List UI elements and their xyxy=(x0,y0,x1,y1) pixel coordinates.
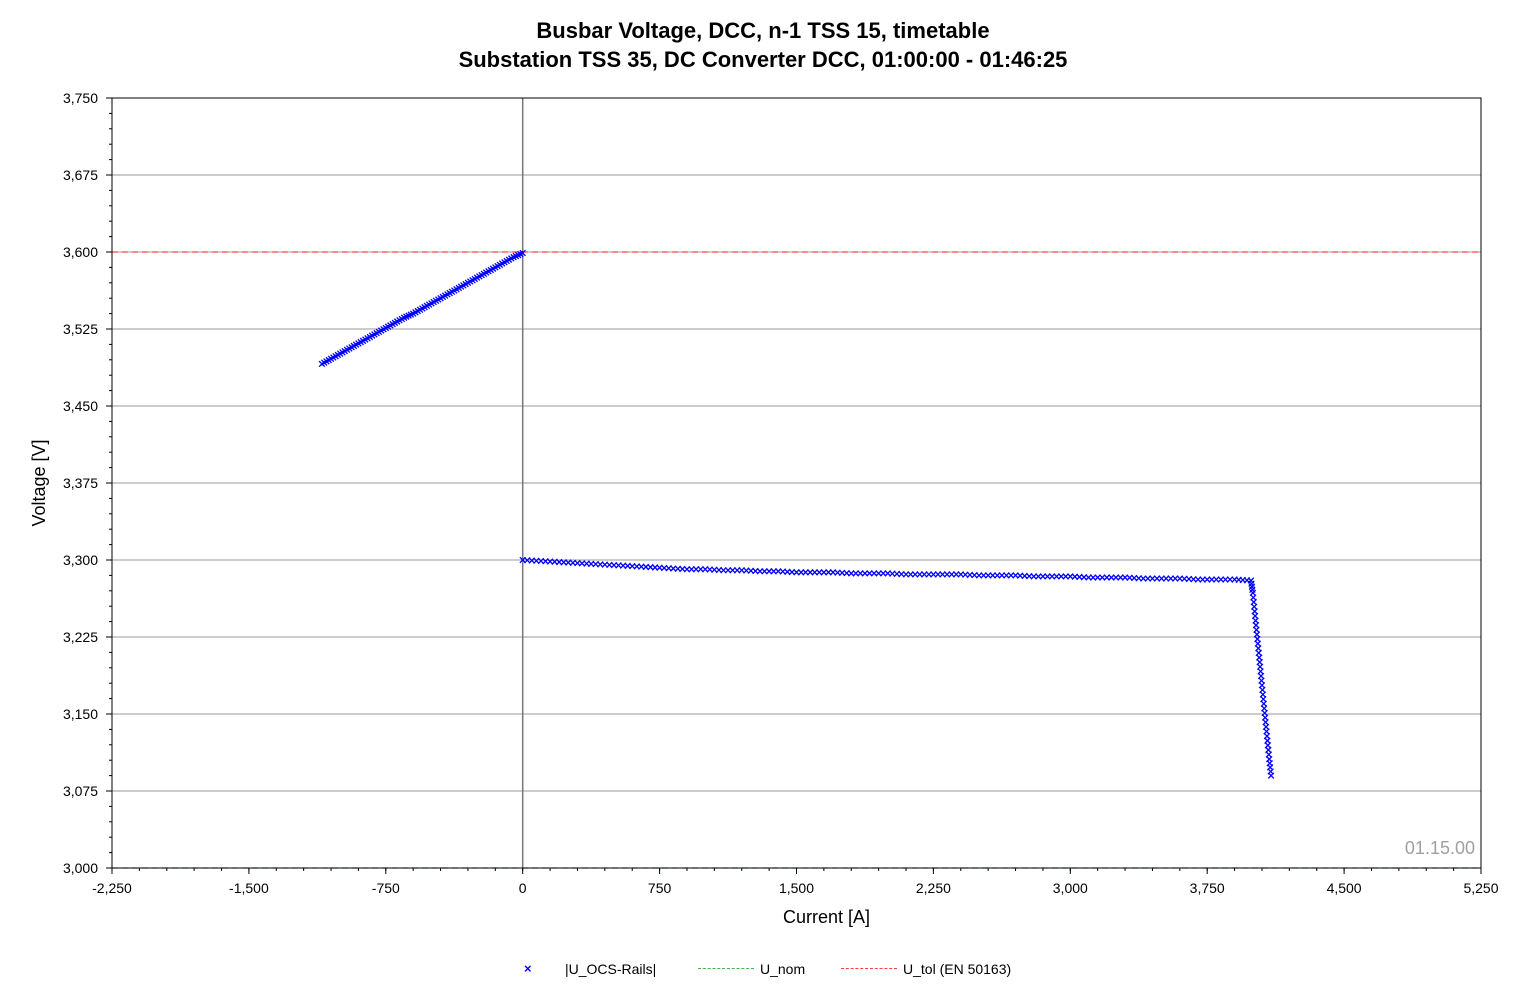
y-tick-label: 3,150 xyxy=(63,706,98,722)
x-tick-label: 750 xyxy=(648,880,672,896)
x-marker-stroke xyxy=(1267,772,1275,779)
x-marker-stroke xyxy=(1248,580,1255,587)
grid-layer xyxy=(112,98,1481,868)
y-tick-label: 3,225 xyxy=(63,629,98,645)
y-tick-label: 3,450 xyxy=(63,398,98,414)
x-tick-label: -750 xyxy=(372,880,400,896)
x-marker-stroke xyxy=(1248,583,1256,590)
legend-label: U_tol (EN 50163) xyxy=(903,961,1012,977)
x-tick-label: 3,000 xyxy=(1053,880,1088,896)
y-tick-label: 3,300 xyxy=(63,552,98,568)
legend-dashed-line-icon xyxy=(698,958,754,980)
data-point xyxy=(519,249,526,257)
y-tick-label: 3,750 xyxy=(63,90,98,106)
x-tick-label: -2,250 xyxy=(92,880,132,896)
plot-frame xyxy=(111,97,1482,869)
x-tick-label: 4,500 xyxy=(1327,880,1362,896)
x-marker-stroke xyxy=(519,249,526,257)
x-axis-title: Current [A] xyxy=(783,907,870,927)
y-axis-title: Voltage [V] xyxy=(29,439,49,526)
x-tick-label: 2,250 xyxy=(916,880,951,896)
chart-title: Busbar Voltage, DCC, n-1 TSS 15, timetab… xyxy=(536,18,990,43)
legend-x-marker-icon: × xyxy=(524,961,532,976)
legend-item-u-tol: U_tol (EN 50163) xyxy=(841,958,1011,980)
x-tick-label: 3,750 xyxy=(1190,880,1225,896)
time-watermark: 01.15.00 xyxy=(1405,838,1475,858)
legend-label: |U_OCS-Rails| xyxy=(565,961,657,977)
y-tick-label: 3,525 xyxy=(63,321,98,337)
x-tick-label: 0 xyxy=(519,880,527,896)
x-tick-label: 5,250 xyxy=(1463,880,1498,896)
legend-dashed-line-icon xyxy=(841,958,897,980)
x-tick-label: -1,500 xyxy=(229,880,269,896)
y-tick-label: 3,375 xyxy=(63,475,98,491)
y-tick-label: 3,000 xyxy=(63,860,98,876)
data-point xyxy=(1267,772,1275,779)
legend-label: U_nom xyxy=(760,961,806,977)
tick-layer: 3,000 3,075 3,150 3,225 3,300 3,375 3,450 3,525… xyxy=(63,90,1499,896)
x-marker-stroke xyxy=(1247,577,1255,584)
chart-subtitle: Substation TSS 35, DC Converter DCC, 01:… xyxy=(458,47,1068,72)
x-tick-label: 1,500 xyxy=(779,880,814,896)
legend-item-u-nom: U_nom xyxy=(698,958,805,980)
legend-item-u-ocs-rails: × |U_OCS-Rails| xyxy=(503,958,656,980)
x-marker-stroke xyxy=(1249,586,1256,594)
data-points xyxy=(318,249,1275,779)
y-tick-label: 3,600 xyxy=(63,244,98,260)
y-tick-label: 3,075 xyxy=(63,783,98,799)
legend: × |U_OCS-Rails| U_nom U_tol (EN 50163) xyxy=(0,958,1526,982)
y-tick-label: 3,675 xyxy=(63,167,98,183)
